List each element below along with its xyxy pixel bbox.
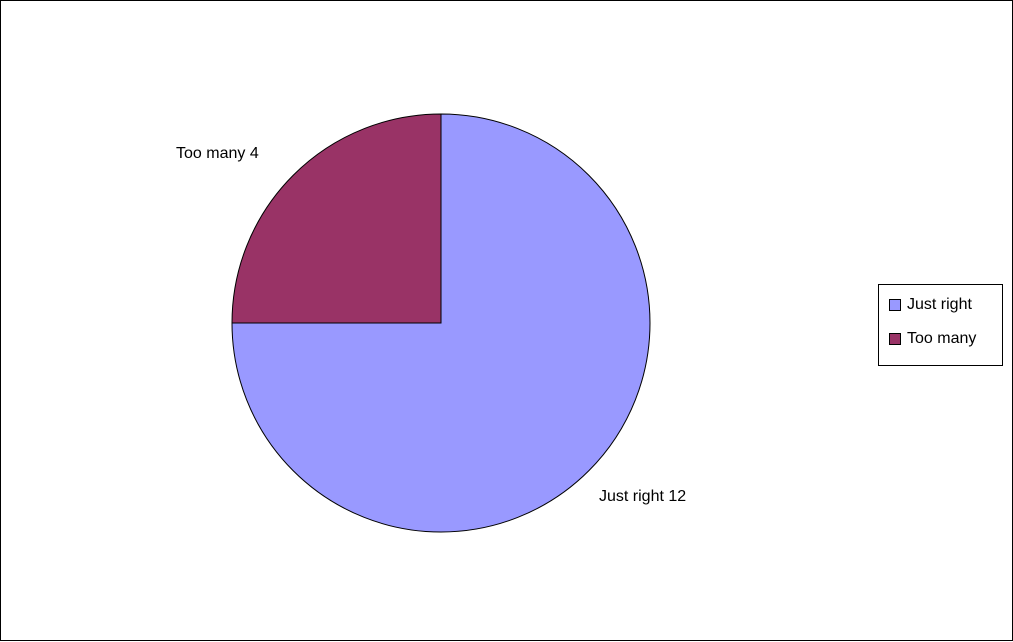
legend-item-too-many: Too many	[889, 329, 976, 349]
legend-item-just-right: Just right	[889, 295, 972, 315]
data-label-too-many: Too many 4	[176, 145, 259, 162]
legend-label-too-many: Too many	[907, 330, 977, 347]
pie-slice-just-right	[231, 113, 651, 533]
legend: Just right Too many	[878, 284, 1003, 366]
pie-slice-too-many	[231, 113, 442, 324]
legend-swatch-too-many	[889, 333, 901, 345]
legend-label-just-right: Just right	[907, 296, 972, 313]
legend-swatch-just-right	[889, 299, 901, 311]
data-label-just-right: Just right 12	[599, 488, 686, 505]
